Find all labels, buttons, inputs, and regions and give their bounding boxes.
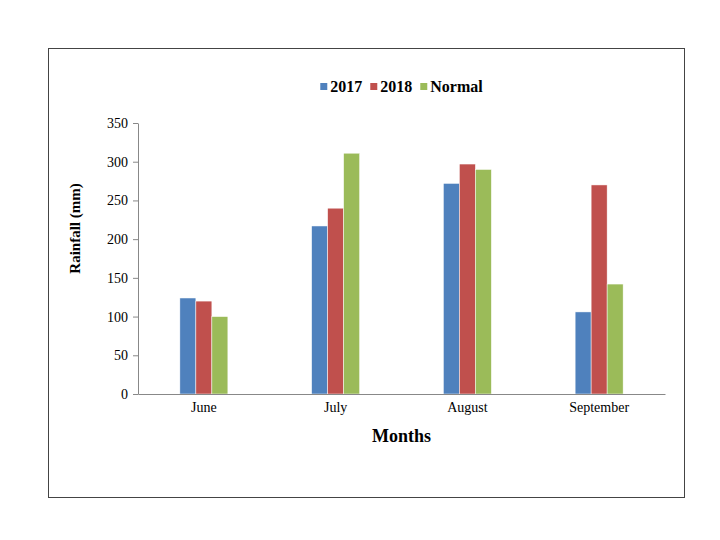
- legend-swatch: [370, 83, 377, 90]
- y-tick-label: 300: [107, 155, 128, 170]
- y-axis-title: Rainfall (mm): [67, 183, 84, 273]
- bar: [196, 301, 212, 394]
- bar: [312, 226, 328, 394]
- y-tick: 200: [107, 232, 138, 247]
- bar: [212, 317, 228, 394]
- bars: [180, 153, 623, 394]
- bar: [459, 164, 475, 394]
- y-tick: 100: [107, 310, 138, 325]
- y-axis-line: [138, 124, 139, 395]
- x-tick: August: [447, 394, 488, 415]
- y-tick-mark: [133, 200, 138, 201]
- legend: 2017 2018 Normal: [320, 78, 483, 95]
- y-tick-mark: [133, 162, 138, 163]
- y-tick-mark: [133, 123, 138, 124]
- bar: [328, 208, 344, 394]
- series-bars: [196, 164, 607, 394]
- legend-item: 2017: [320, 78, 362, 95]
- y-tick-mark: [133, 239, 138, 240]
- legend-swatch: [420, 83, 427, 90]
- y-tick: 300: [107, 155, 138, 170]
- x-tick-label: July: [324, 400, 347, 415]
- legend-label: 2017: [330, 78, 362, 95]
- bar: [607, 284, 623, 394]
- y-tick-label: 150: [107, 271, 128, 286]
- series-bars: [180, 183, 591, 394]
- bar: [591, 185, 607, 394]
- x-tick-label: June: [191, 400, 217, 415]
- y-tick-mark: [133, 278, 138, 279]
- series-bars: [212, 153, 623, 394]
- legend-item: 2018: [370, 78, 412, 95]
- legend-label: 2018: [380, 78, 412, 95]
- y-tick: 0: [121, 387, 138, 402]
- legend-label: Normal: [430, 78, 483, 95]
- x-axis-title: Months: [372, 426, 431, 446]
- bar: [344, 153, 360, 394]
- y-tick: 150: [107, 271, 138, 286]
- x-axis: June July August September: [139, 394, 666, 415]
- y-tick-label: 100: [107, 310, 128, 325]
- y-tick-label: 0: [121, 387, 128, 402]
- y-tick-mark: [133, 355, 138, 356]
- chart-frame: [49, 49, 685, 498]
- bar: [180, 298, 196, 394]
- x-axis-line: [139, 394, 666, 395]
- y-tick-label: 250: [107, 193, 128, 208]
- y-tick: 50: [114, 348, 138, 363]
- y-tick: 350: [107, 116, 138, 131]
- y-tick-label: 200: [107, 232, 128, 247]
- bar: [575, 312, 591, 394]
- y-tick-label: 50: [114, 348, 128, 363]
- bar: [443, 183, 459, 394]
- x-tick: June: [191, 394, 217, 415]
- x-tick-label: September: [569, 400, 629, 415]
- y-tick: 250: [107, 193, 138, 208]
- y-tick-label: 350: [107, 116, 128, 131]
- y-axis: 0 50 100 150 200 250 300 350: [107, 116, 139, 402]
- legend-item: Normal: [420, 78, 483, 95]
- x-tick: July: [324, 394, 347, 415]
- y-tick-mark: [133, 394, 138, 395]
- x-tick-label: August: [447, 400, 488, 415]
- chart-svg: 0 50 100 150 200 250 300 350 June July August Septe…: [0, 0, 720, 540]
- legend-swatch: [320, 83, 327, 90]
- y-tick-mark: [133, 317, 138, 318]
- bar: [475, 169, 491, 394]
- x-tick: September: [569, 394, 629, 415]
